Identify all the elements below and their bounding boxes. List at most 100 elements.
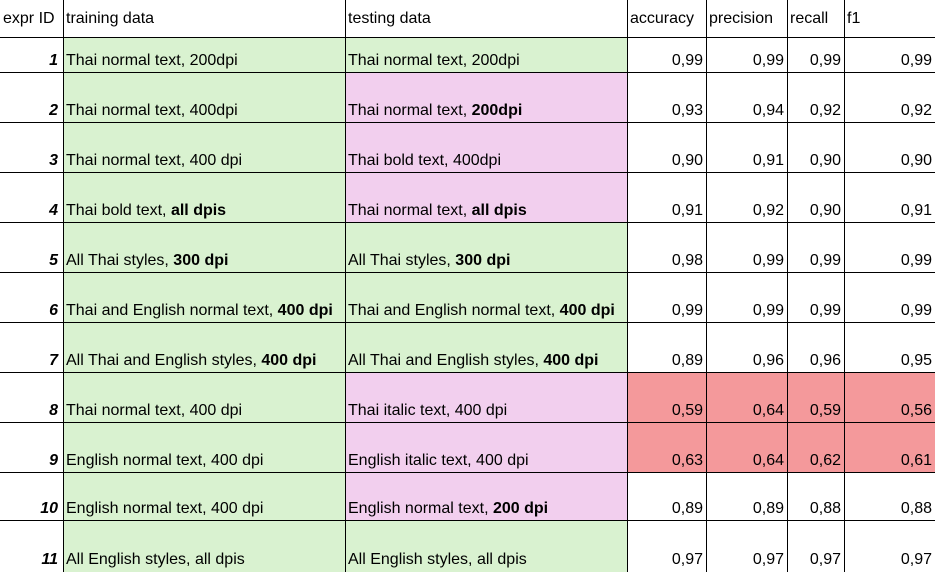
cell-testing[interactable]: Thai normal text, 200dpi <box>345 73 627 123</box>
cell-training[interactable]: All Thai and English styles, 400 dpi <box>63 323 345 373</box>
cell-f1[interactable]: 0,88 <box>844 473 935 521</box>
precision-value: 0,99 <box>752 52 784 69</box>
f1-value: 0,90 <box>900 152 932 169</box>
cell-recall[interactable]: 0,97 <box>787 521 844 572</box>
f1-value: 0,99 <box>900 252 932 269</box>
cell-recall[interactable]: 0,90 <box>787 173 844 223</box>
row-gridline <box>0 472 935 473</box>
cell-accuracy[interactable]: 0,89 <box>627 323 706 373</box>
cell-accuracy[interactable]: 0,59 <box>627 373 706 423</box>
cell-training[interactable]: Thai normal text, 400 dpi <box>63 373 345 423</box>
cell-training[interactable]: English normal text, 400 dpi <box>63 473 345 521</box>
cell-training[interactable]: Thai normal text, 200dpi <box>63 37 345 73</box>
cell-id[interactable]: 11 <box>0 521 63 572</box>
accuracy-value: 0,99 <box>671 302 703 319</box>
cell-precision[interactable]: 0,99 <box>706 223 787 273</box>
cell-precision[interactable]: 0,99 <box>706 37 787 73</box>
cell-id[interactable]: 9 <box>0 423 63 473</box>
cell-f1[interactable]: 0,99 <box>844 273 935 323</box>
cell-recall[interactable]: 0,62 <box>787 423 844 473</box>
id-value: 11 <box>41 551 58 568</box>
f1-value: 0,92 <box>900 102 932 119</box>
cell-recall[interactable]: 0,92 <box>787 73 844 123</box>
recall-value: 0,99 <box>809 302 841 319</box>
cell-accuracy[interactable]: 0,91 <box>627 173 706 223</box>
cell-accuracy[interactable]: 0,90 <box>627 123 706 173</box>
cell-accuracy[interactable]: 0,97 <box>627 521 706 572</box>
cell-training[interactable]: Thai normal text, 400 dpi <box>63 123 345 173</box>
cell-training[interactable]: Thai bold text, all dpis <box>63 173 345 223</box>
cell-f1[interactable]: 0,99 <box>844 37 935 73</box>
cell-f1[interactable]: 0,95 <box>844 323 935 373</box>
column-header-training: training data <box>63 0 345 37</box>
cell-testing[interactable]: English italic text, 400 dpi <box>345 423 627 473</box>
cell-id[interactable]: 3 <box>0 123 63 173</box>
cell-testing[interactable]: English normal text, 200 dpi <box>345 473 627 521</box>
cell-id[interactable]: 7 <box>0 323 63 373</box>
cell-precision[interactable]: 0,94 <box>706 73 787 123</box>
cell-f1[interactable]: 0,90 <box>844 123 935 173</box>
cell-recall[interactable]: 0,99 <box>787 273 844 323</box>
f1-value: 0,56 <box>900 402 932 419</box>
column-gridline <box>787 0 788 572</box>
cell-f1[interactable]: 0,61 <box>844 423 935 473</box>
cell-recall[interactable]: 0,99 <box>787 37 844 73</box>
training-bold-text: 400 dpi <box>261 352 317 369</box>
cell-f1[interactable]: 0,91 <box>844 173 935 223</box>
cell-accuracy[interactable]: 0,63 <box>627 423 706 473</box>
cell-precision[interactable]: 0,96 <box>706 323 787 373</box>
cell-training[interactable]: Thai normal text, 400dpi <box>63 73 345 123</box>
training-text: Thai normal text, 400 dpi <box>66 402 243 419</box>
id-value: 4 <box>49 202 58 219</box>
cell-f1[interactable]: 0,92 <box>844 73 935 123</box>
accuracy-value: 0,89 <box>671 352 703 369</box>
cell-testing[interactable]: All English styles, all dpis <box>345 521 627 572</box>
cell-accuracy[interactable]: 0,93 <box>627 73 706 123</box>
cell-training[interactable]: All Thai styles, 300 dpi <box>63 223 345 273</box>
column-gridline <box>627 0 628 572</box>
cell-testing[interactable]: All Thai and English styles, 400 dpi <box>345 323 627 373</box>
cell-testing[interactable]: Thai bold text, 400dpi <box>345 123 627 173</box>
cell-testing[interactable]: All Thai styles, 300 dpi <box>345 223 627 273</box>
cell-recall[interactable]: 0,88 <box>787 473 844 521</box>
training-text: Thai normal text, 200dpi <box>66 52 238 69</box>
cell-precision[interactable]: 0,99 <box>706 273 787 323</box>
row-gridline <box>0 72 935 73</box>
cell-f1[interactable]: 0,97 <box>844 521 935 572</box>
cell-id[interactable]: 1 <box>0 37 63 73</box>
cell-testing[interactable]: Thai normal text, 200dpi <box>345 37 627 73</box>
cell-precision[interactable]: 0,89 <box>706 473 787 521</box>
row-gridline <box>0 122 935 123</box>
cell-recall[interactable]: 0,90 <box>787 123 844 173</box>
cell-precision[interactable]: 0,91 <box>706 123 787 173</box>
testing-text: Thai italic text, 400 dpi <box>348 402 508 419</box>
cell-id[interactable]: 2 <box>0 73 63 123</box>
cell-recall[interactable]: 0,59 <box>787 373 844 423</box>
cell-recall[interactable]: 0,96 <box>787 323 844 373</box>
cell-id[interactable]: 5 <box>0 223 63 273</box>
cell-testing[interactable]: Thai normal text, all dpis <box>345 173 627 223</box>
cell-training[interactable]: Thai and English normal text, 400 dpi <box>63 273 345 323</box>
cell-recall[interactable]: 0,99 <box>787 223 844 273</box>
cell-training[interactable]: All English styles, all dpis <box>63 521 345 572</box>
cell-id[interactable]: 8 <box>0 373 63 423</box>
accuracy-value: 0,89 <box>671 500 703 517</box>
cell-f1[interactable]: 0,56 <box>844 373 935 423</box>
cell-id[interactable]: 6 <box>0 273 63 323</box>
cell-f1[interactable]: 0,99 <box>844 223 935 273</box>
cell-training[interactable]: English normal text, 400 dpi <box>63 423 345 473</box>
cell-id[interactable]: 4 <box>0 173 63 223</box>
cell-testing[interactable]: Thai italic text, 400 dpi <box>345 373 627 423</box>
cell-accuracy[interactable]: 0,99 <box>627 273 706 323</box>
cell-precision[interactable]: 0,64 <box>706 373 787 423</box>
column-gridline <box>706 0 707 572</box>
cell-id[interactable]: 10 <box>0 473 63 521</box>
cell-accuracy[interactable]: 0,99 <box>627 37 706 73</box>
cell-testing[interactable]: Thai and English normal text, 400 dpi <box>345 273 627 323</box>
precision-value: 0,96 <box>752 352 784 369</box>
cell-accuracy[interactable]: 0,89 <box>627 473 706 521</box>
cell-precision[interactable]: 0,92 <box>706 173 787 223</box>
cell-accuracy[interactable]: 0,98 <box>627 223 706 273</box>
cell-precision[interactable]: 0,97 <box>706 521 787 572</box>
cell-precision[interactable]: 0,64 <box>706 423 787 473</box>
